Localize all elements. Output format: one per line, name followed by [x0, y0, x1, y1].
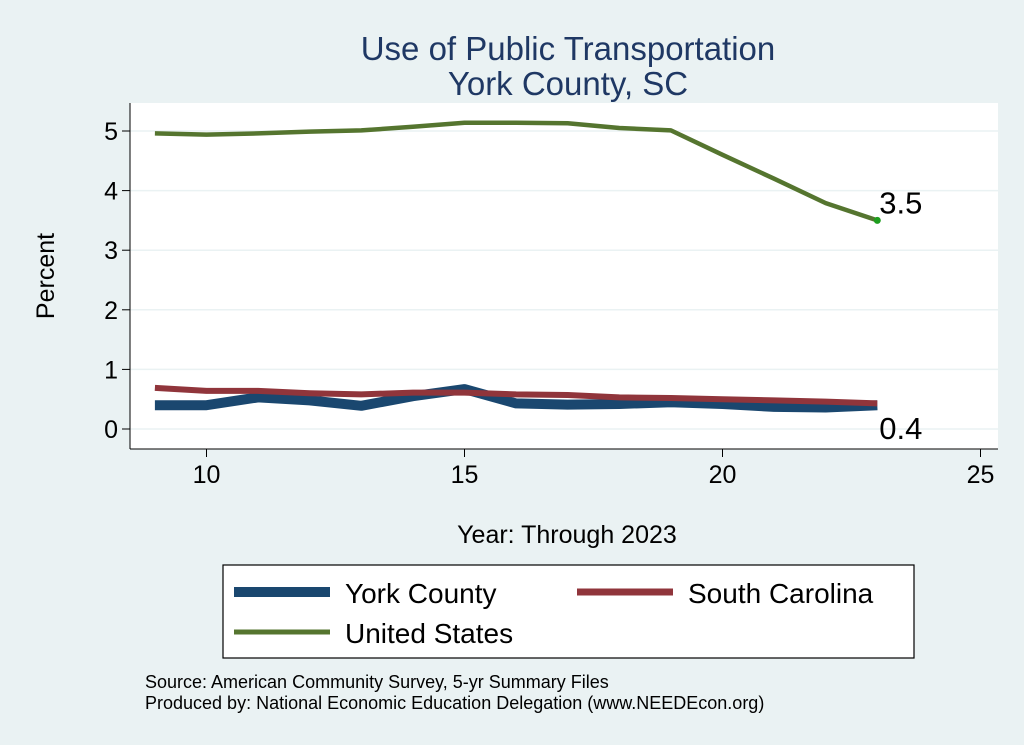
x-tick-label: 20 — [709, 461, 737, 489]
y-tick-label: 2 — [104, 297, 118, 325]
x-axis-title: Year: Through 2023 — [457, 521, 677, 549]
series-line-south-carolina — [154, 384, 878, 407]
y-tick-label: 1 — [104, 356, 118, 384]
legend-label-south-carolina: South Carolina — [688, 578, 874, 609]
legend: York County South Carolina United States — [222, 564, 915, 659]
y-tick-label: 4 — [104, 178, 118, 206]
y-tick-label: 3 — [104, 237, 118, 265]
series-line-united-states — [154, 120, 879, 223]
end-label-united-states: 3.5 — [879, 185, 922, 220]
y-tick-label: 5 — [104, 118, 118, 146]
legend-label-united-states: United States — [345, 618, 513, 649]
y-tick-label: 0 — [104, 416, 118, 444]
chart-subtitle: York County, SC — [448, 65, 688, 102]
series-endpoint-united-states — [873, 216, 881, 224]
legend-box — [222, 564, 915, 659]
legend-label-york-county: York County — [345, 578, 497, 609]
end-label-york-county: 0.4 — [879, 411, 922, 446]
series-lines — [154, 120, 881, 413]
x-tick-label: 25 — [967, 461, 995, 489]
x-tick-label: 15 — [451, 461, 479, 489]
series-line-york-county — [154, 384, 878, 413]
y-axis-title: Percent — [32, 233, 60, 319]
chart-title: Use of Public Transportation — [361, 30, 776, 67]
source-note: Source: American Community Survey, 5-yr … — [145, 672, 609, 692]
x-tick-label: 10 — [193, 461, 221, 489]
end-labels: 3.5 0.4 — [879, 185, 922, 446]
axes: 0 1 2 3 4 5 10 15 20 25 — [104, 103, 998, 489]
producer-note: Produced by: National Economic Education… — [145, 693, 764, 713]
